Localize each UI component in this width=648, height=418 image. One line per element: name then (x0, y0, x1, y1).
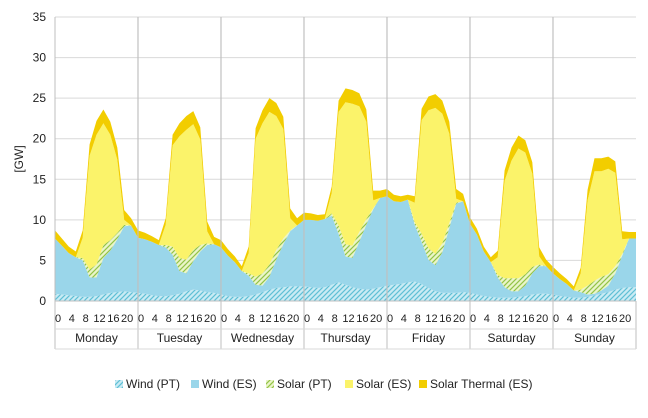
x-hour-label: 12 (93, 313, 105, 325)
y-tick-label: 20 (33, 132, 47, 146)
x-hour-label: 12 (591, 313, 603, 325)
x-hour-label: 4 (152, 313, 158, 325)
x-hour-label: 8 (166, 313, 172, 325)
y-tick-label: 30 (33, 51, 47, 65)
area-wind-pt (55, 281, 636, 301)
x-hour-label: 16 (522, 313, 534, 325)
x-hour-label: 4 (235, 313, 241, 325)
x-hour-label: 8 (415, 313, 421, 325)
legend-label-solar-thermal-es: Solar Thermal (ES) (430, 377, 532, 391)
y-tick-label: 0 (39, 294, 46, 308)
x-hour-label: 12 (508, 313, 520, 325)
x-hour-label: 8 (332, 313, 338, 325)
x-hour-label: 4 (567, 313, 573, 325)
x-hour-label: 8 (83, 313, 89, 325)
legend-swatch-wind-pt (115, 380, 123, 388)
x-day-label: Wednesday (231, 331, 294, 345)
x-hour-label: 20 (121, 313, 133, 325)
x-hour-label: 12 (425, 313, 437, 325)
x-day-label: Sunday (574, 331, 615, 345)
x-hour-label: 20 (619, 313, 631, 325)
x-hour-label: 20 (204, 313, 216, 325)
x-day-label: Monday (75, 331, 118, 345)
legend-swatch-wind-es (191, 380, 199, 388)
x-hour-label: 0 (138, 313, 144, 325)
x-hour-label: 12 (342, 313, 354, 325)
x-hour-label: 20 (370, 313, 382, 325)
x-hour-label: 4 (401, 313, 407, 325)
x-hour-label: 20 (287, 313, 299, 325)
y-tick-label: 15 (33, 172, 47, 186)
y-tick-label: 25 (33, 91, 47, 105)
legend-label-solar-es: Solar (ES) (356, 377, 411, 391)
x-hour-label: 4 (484, 313, 490, 325)
x-hour-label: 0 (221, 313, 227, 325)
x-hour-label: 0 (55, 313, 61, 325)
area-wind-es (55, 196, 636, 298)
x-day-label: Tuesday (157, 331, 203, 345)
x-hour-label: 16 (190, 313, 202, 325)
y-axis-title: [GW] (12, 145, 26, 172)
x-hour-label: 16 (107, 313, 119, 325)
y-tick-label: 5 (39, 253, 46, 267)
y-tick-label: 35 (33, 10, 47, 24)
x-hour-label: 8 (249, 313, 255, 325)
legend-label-solar-pt: Solar (PT) (277, 377, 332, 391)
x-hour-label: 4 (318, 313, 324, 325)
area-solar-thermal-es (55, 88, 636, 291)
x-hour-label: 4 (69, 313, 75, 325)
x-hour-label: 12 (259, 313, 271, 325)
x-hour-label: 12 (176, 313, 188, 325)
x-hour-label: 0 (470, 313, 476, 325)
x-day-label: Thursday (320, 331, 370, 345)
legend-label-wind-es: Wind (ES) (202, 377, 257, 391)
x-hour-label: 16 (273, 313, 285, 325)
legend: Wind (PT) Wind (ES) Solar (PT) Solar (ES) So… (115, 377, 532, 391)
x-hour-label: 0 (304, 313, 310, 325)
x-hour-label: 20 (536, 313, 548, 325)
x-hour-label: 0 (387, 313, 393, 325)
x-hour-label: 16 (605, 313, 617, 325)
legend-swatch-solar-es (345, 380, 353, 388)
area-solar-pt (55, 196, 636, 295)
x-hour-label: 8 (581, 313, 587, 325)
y-tick-label: 10 (33, 213, 47, 227)
x-day-label: Friday (412, 331, 445, 345)
x-day-label: Saturday (487, 331, 535, 345)
legend-label-wind-pt: Wind (PT) (126, 377, 180, 391)
legend-swatch-solar-thermal-es (419, 380, 427, 388)
x-hour-label: 16 (356, 313, 368, 325)
legend-swatch-solar-pt (266, 380, 274, 388)
x-hour-label: 8 (498, 313, 504, 325)
area-solar-es (55, 102, 636, 291)
x-hour-label: 16 (439, 313, 451, 325)
x-hour-label: 0 (553, 313, 559, 325)
series-areas (55, 88, 636, 301)
x-hour-label: 20 (453, 313, 465, 325)
